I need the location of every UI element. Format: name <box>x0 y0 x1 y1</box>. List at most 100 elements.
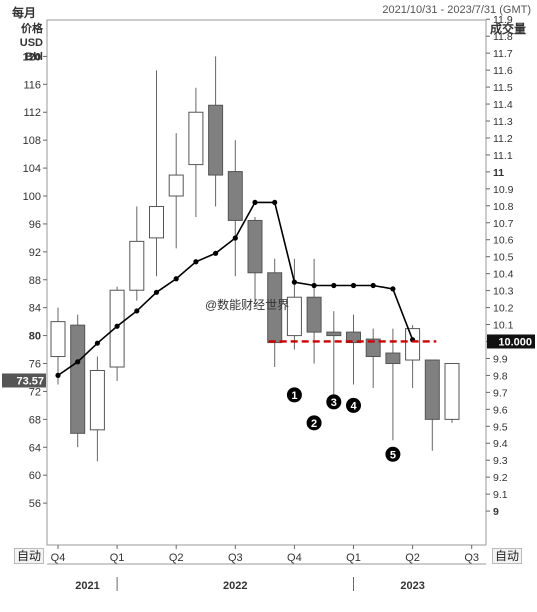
volume-point <box>370 282 376 289</box>
time-tick-label: Q2 <box>169 552 184 564</box>
price-tick-label: 112 <box>23 107 41 119</box>
candle <box>405 325 421 388</box>
volume-tick-label: 11 <box>493 167 504 179</box>
markers: 1 2 3 4 5 <box>286 387 401 462</box>
plot-frame <box>46 19 487 546</box>
price-axis-title: 价格 USD Bbl <box>20 21 44 63</box>
volume-tick-label: 9.9 <box>493 353 508 365</box>
price-tick-label: 80 <box>29 331 41 343</box>
last-price-label: 73.57 <box>16 375 44 387</box>
volume-tick-label: 11.5 <box>493 82 513 94</box>
volume-tick-label: 11.7 <box>493 48 513 60</box>
volume-point <box>213 250 219 256</box>
volume-line <box>55 199 416 378</box>
volume-tick-label: 10.8 <box>493 201 514 213</box>
candle-body-up <box>129 240 145 291</box>
volume-point <box>272 199 278 206</box>
marker: 5 <box>385 446 401 462</box>
candle-body-up <box>444 363 460 420</box>
volume-point <box>252 199 258 206</box>
auto-scale-right-button[interactable]: 自动 <box>492 548 523 564</box>
watermark: @数能财经世界 <box>205 297 289 312</box>
volume-tick-label: 10.3 <box>493 286 514 298</box>
price-tick-label: 108 <box>23 135 41 147</box>
time-axis: Q4 Q1 Q2 Q3 Q4 Q1 Q2 Q3 2021 2022 2023 <box>47 545 486 592</box>
year-label: 2022 <box>223 580 247 592</box>
candle <box>227 140 243 277</box>
marker-label: 2 <box>311 418 317 430</box>
volume-point <box>173 276 179 282</box>
volume-tick-label: 9.3 <box>493 455 508 467</box>
candle <box>89 356 105 462</box>
candle <box>306 258 322 364</box>
marker-label: 4 <box>350 400 357 412</box>
price-tick-label: 72 <box>29 386 41 398</box>
time-tick-label: Q3 <box>464 552 479 564</box>
candle <box>50 307 66 385</box>
price-tick-label: 116 <box>23 79 41 91</box>
volume-tick-label: 10.7 <box>493 218 514 230</box>
price-tick-label: 88 <box>29 275 41 287</box>
candle <box>444 363 460 423</box>
volume-tick-label: 9 <box>493 506 499 518</box>
year-label: 2023 <box>400 580 424 592</box>
time-tick-label: Q4 <box>287 552 302 564</box>
candle-body-down <box>385 352 401 365</box>
volume-tick-label: 9.2 <box>493 472 508 484</box>
candle-body-down <box>365 338 381 358</box>
candle-body-up <box>168 174 184 197</box>
volume-tick-label: 10.9 <box>493 184 514 196</box>
candle <box>385 328 401 441</box>
price-tick-label: 104 <box>23 163 41 175</box>
candle-body-up <box>286 296 302 337</box>
candle <box>365 328 381 388</box>
price-tick-label: 100 <box>23 191 41 203</box>
candle <box>188 87 204 217</box>
marker-label: 1 <box>291 390 297 402</box>
volume-tick-label: 10.2 <box>493 303 514 315</box>
value-badges: 73.57 10.000 <box>2 334 535 388</box>
volume-tick-label: 11.6 <box>493 65 513 77</box>
price-axis-title-line: USD <box>20 37 43 49</box>
time-tick-label: Q1 <box>346 552 361 564</box>
volume-axis-title: 成交量 <box>490 21 526 36</box>
current-volume-badge <box>487 334 535 349</box>
candle <box>168 133 184 249</box>
candle-body-down <box>326 331 342 337</box>
candle-body-down <box>346 331 361 344</box>
price-tick-label: 120 <box>23 51 41 63</box>
candle <box>286 258 302 350</box>
marker-label: 5 <box>390 449 396 461</box>
candle-body-up <box>405 328 421 361</box>
date-range: 2021/10/31 - 2023/7/31 (GMT) <box>382 4 531 16</box>
year-label: 2021 <box>75 580 99 592</box>
marker: 1 <box>286 387 302 403</box>
price-axis-title-line: Bbl <box>25 51 43 63</box>
volume-tick-label: 11.4 <box>493 99 513 111</box>
auto-scale-left-button[interactable]: 自动 <box>14 548 45 564</box>
volume-tick-label: 10.4 <box>493 269 514 281</box>
candles <box>50 56 460 462</box>
price-axis: 56 60 64 68 72 76 80 84 88 92 96 100 104 108 112 116 120 <box>23 51 47 510</box>
marker: 4 <box>346 397 361 413</box>
volume-tick-label: 10.6 <box>493 235 514 247</box>
candle <box>208 56 224 207</box>
candle <box>267 258 283 368</box>
candle-body-down <box>70 324 86 434</box>
grid-lines <box>46 19 487 546</box>
candle <box>70 314 86 448</box>
marker-circle <box>385 446 401 462</box>
candle <box>326 311 342 395</box>
volume-tick-label: 10.5 <box>493 252 514 264</box>
price-tick-label: 56 <box>29 498 41 510</box>
candle-body-down <box>208 104 224 176</box>
volume-tick-label: 11.8 <box>493 31 513 43</box>
marker: 3 <box>326 394 342 410</box>
candle <box>247 216 263 301</box>
price-tick-label: 64 <box>29 442 41 454</box>
period-label: 每月 <box>12 6 37 20</box>
candle <box>109 286 125 381</box>
price-tick-label: 96 <box>29 219 41 231</box>
volume-axis: 99.19.29.39.49.59.69.79.89.91010.110.210… <box>486 14 514 518</box>
